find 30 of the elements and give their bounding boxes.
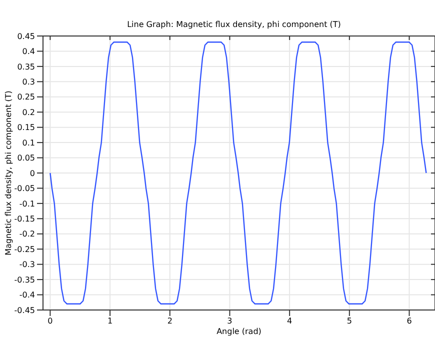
x-tick-label: 3 (227, 316, 232, 326)
y-tick-label: 0.15 (17, 123, 35, 132)
x-tick-label: 5 (346, 316, 352, 326)
y-tick-label: 0.25 (17, 92, 35, 102)
y-tick-label: 0.45 (17, 32, 35, 41)
x-tick-label: 0 (48, 316, 53, 326)
y-axis-title: Magnetic flux density, phi component (T) (4, 90, 13, 256)
y-tick-label: 0.2 (22, 108, 35, 117)
y-tick-label: -0.1 (19, 199, 35, 208)
chart-title: Line Graph: Magnetic flux density, phi component (T) (127, 20, 341, 29)
y-tick-label: -0.35 (14, 275, 35, 284)
y-tick-label: 0.05 (17, 154, 35, 163)
line-series (50, 41, 427, 305)
y-tick-label: -0.15 (14, 214, 35, 224)
y-tick-label: 0 (30, 168, 35, 178)
x-tick-label: 2 (167, 316, 172, 326)
x-tick-label: 1 (107, 316, 113, 326)
y-tick-label: -0.25 (14, 244, 35, 254)
y-tick-label: 0.4 (22, 47, 35, 56)
x-axis-title: Angle (rad) (216, 327, 262, 336)
x-tick-label: 6 (406, 316, 412, 326)
y-tick-label: 0.3 (22, 78, 35, 87)
y-tick-label: 0.1 (22, 138, 35, 148)
x-tick-label: 4 (287, 316, 292, 326)
y-tick-label: -0.3 (19, 260, 35, 270)
y-tick-label: -0.2 (19, 230, 35, 239)
y-tick-label: -0.45 (14, 306, 35, 315)
y-tick-label: -0.4 (19, 290, 35, 300)
y-tick-label: 0.35 (17, 62, 35, 72)
y-tick-label: -0.05 (14, 184, 35, 194)
